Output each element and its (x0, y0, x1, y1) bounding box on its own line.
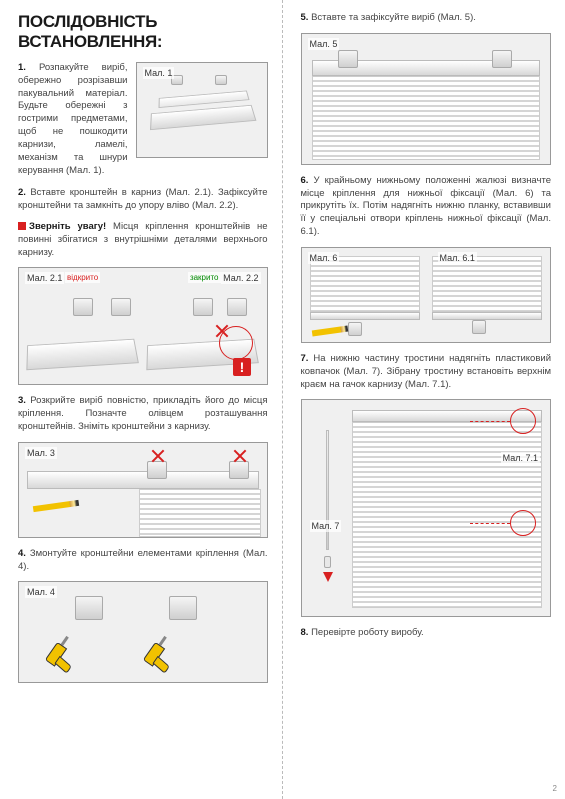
figure-7-label: Мал. 7 (310, 520, 342, 532)
figure-2-2-label: Мал. 2.2 (221, 272, 260, 284)
pencil-icon (33, 500, 79, 512)
step-4-text: 4. Змонтуйте кронштейни елементами кріпл… (18, 548, 268, 574)
alert-icon: ! (233, 358, 251, 376)
step-5-text: 5. Вставте та зафіксуйте виріб (Мал. 5). (301, 12, 552, 25)
step-1-num: 1. (18, 62, 26, 73)
figure-2-closed-label: закрито (188, 272, 221, 283)
step-3-text: 3. Розкрийте виріб повністю, прикладіть … (18, 395, 268, 433)
step-2-body: Вставте кронштейн в карниз (Мал. 2.1). З… (18, 187, 268, 211)
step-7-body: На нижню частину тростини надягніть плас… (301, 353, 552, 390)
figure-2: Мал. 2.1 відкрито закрито Мал. 2.2 ! (18, 267, 268, 385)
warning-label: Зверніть увагу! (29, 221, 106, 232)
step-3-body: Розкрийте виріб повністю, прикладіть йог… (18, 395, 268, 432)
figure-3: Мал. 3 (18, 442, 268, 538)
figure-6-1-label: Мал. 6.1 (438, 252, 477, 264)
figure-4: Мал. 4 (18, 581, 268, 683)
rod-cap-icon (324, 556, 331, 568)
figure-1: Мал. 1 (136, 62, 268, 158)
figure-7: Мал. 7 Мал. 7.1 (301, 399, 552, 617)
figure-6: Мал. 6 Мал. 6.1 (301, 247, 552, 343)
step-8-text: 8. Перевірте роботу виробу. (301, 627, 552, 640)
rod-icon (326, 430, 329, 550)
step-3-num: 3. (18, 395, 26, 406)
figure-3-label: Мал. 3 (25, 447, 57, 459)
step-1-text: 1. Розпакуйте виріб, обережно розрізавши… (18, 62, 128, 177)
step-7-text: 7. На нижню частину тростини надягніть п… (301, 353, 552, 391)
x-mark-icon (233, 449, 247, 463)
step-2-text: 2. Вставте кронштейн в карниз (Мал. 2.1)… (18, 187, 268, 213)
pencil-icon (311, 325, 347, 336)
figure-6-label: Мал. 6 (308, 252, 340, 264)
figure-7-1-label: Мал. 7.1 (501, 452, 540, 464)
figure-5: Мал. 5 (301, 33, 552, 165)
page-number: 2 (553, 784, 557, 793)
step-1-row: 1. Розпакуйте виріб, обережно розрізавши… (18, 62, 268, 177)
drill-icon (45, 636, 84, 675)
figure-5-label: Мал. 5 (308, 38, 340, 50)
step-2-num: 2. (18, 187, 26, 198)
step-8-num: 8. (301, 627, 309, 638)
step-2-warning: Зверніть увагу! Місця кріплення кронштей… (18, 221, 268, 259)
step-6-text: 6. У крайньому нижньому положенні жалюзі… (301, 175, 552, 239)
figure-1-label: Мал. 1 (143, 67, 175, 79)
step-8-body: Перевірте роботу виробу. (311, 627, 424, 638)
page-title: ПОСЛІДОВНІСТЬ ВСТАНОВЛЕННЯ: (18, 12, 268, 52)
step-6-body: У крайньому нижньому положенні жалюзі ви… (301, 175, 552, 237)
left-column: ПОСЛІДОВНІСТЬ ВСТАНОВЛЕННЯ: 1. Розпакуйт… (0, 0, 283, 799)
step-6-num: 6. (301, 175, 309, 186)
step-5-body: Вставте та зафіксуйте виріб (Мал. 5). (311, 12, 476, 23)
arrow-down-icon (323, 572, 333, 582)
step-4-num: 4. (18, 548, 26, 559)
step-4-body: Змонтуйте кронштейни елементами кріпленн… (18, 548, 268, 572)
figure-2-1-label: Мал. 2.1 (25, 272, 64, 284)
step-7-num: 7. (301, 353, 309, 364)
figure-2-open-label: відкрито (65, 272, 100, 283)
warning-icon (18, 222, 26, 230)
x-mark-icon (151, 449, 165, 463)
figure-4-label: Мал. 4 (25, 586, 57, 598)
right-column: 5. Вставте та зафіксуйте виріб (Мал. 5).… (283, 0, 565, 799)
step-5-num: 5. (301, 12, 309, 23)
drill-icon (143, 636, 182, 675)
step-1-body: Розпакуйте виріб, обережно розрізавши па… (18, 62, 128, 176)
